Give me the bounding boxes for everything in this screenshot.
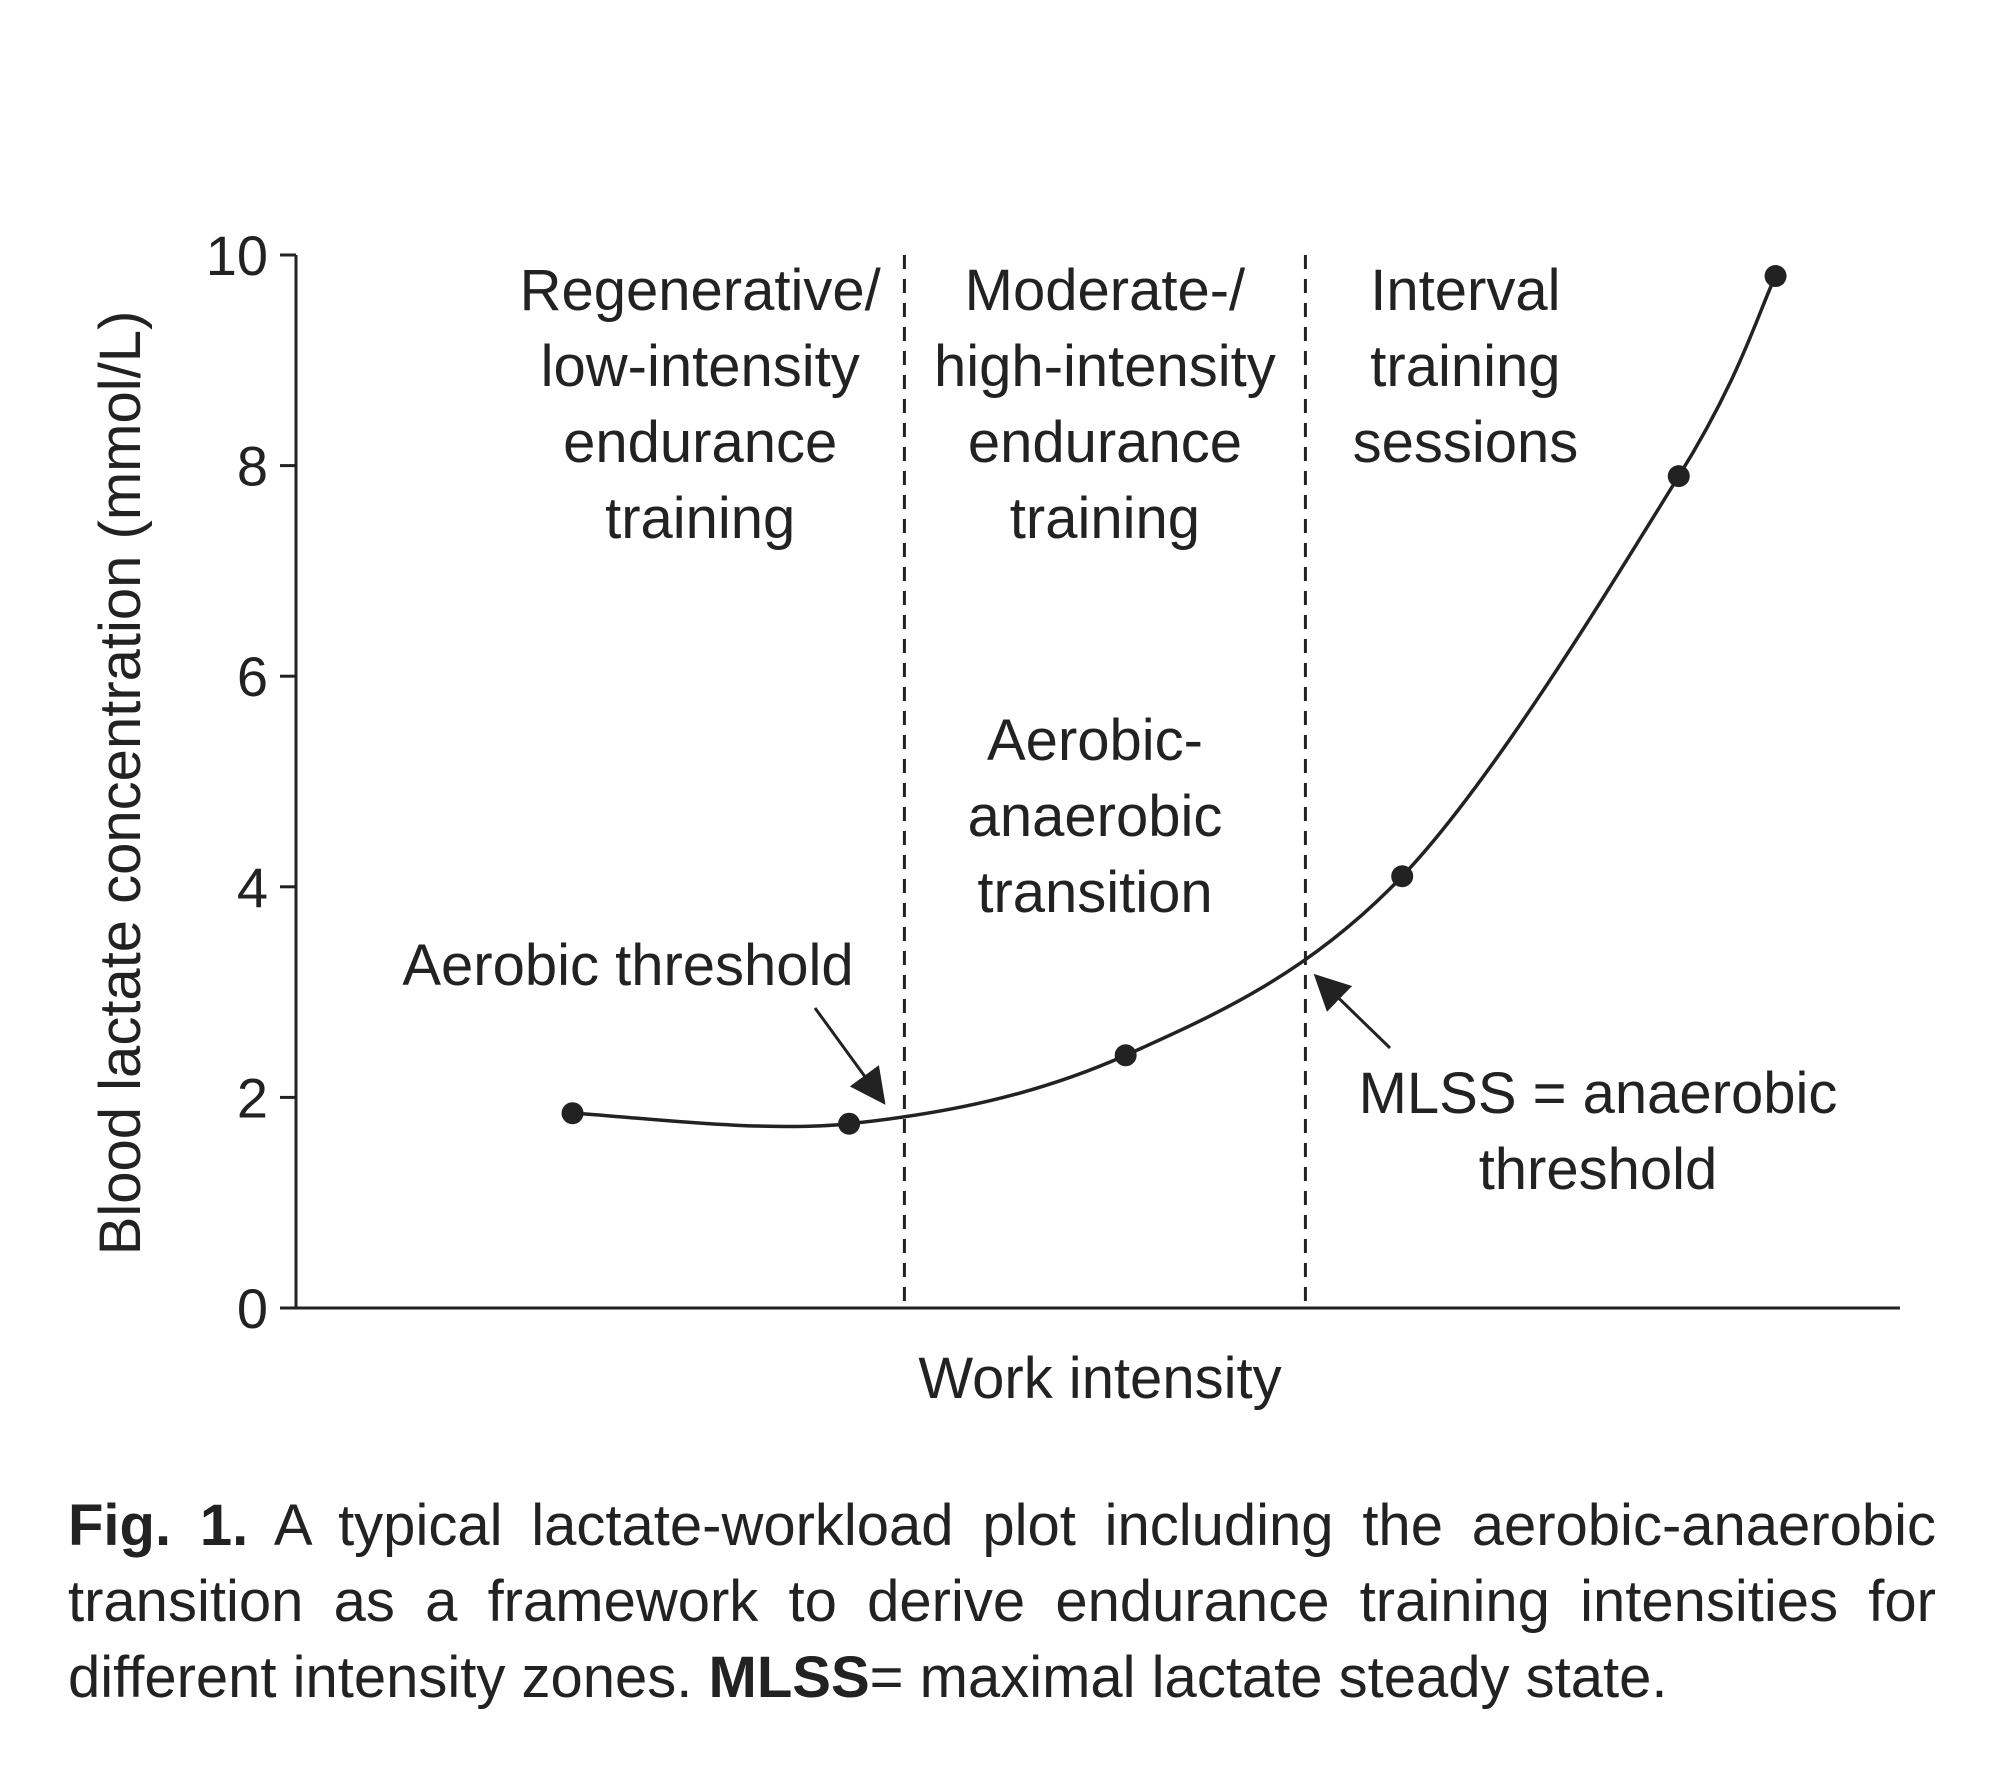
y-tick-label: 4 (237, 856, 268, 919)
zone-label-line: low-intensity (541, 334, 860, 399)
zone-label-line: endurance (968, 410, 1242, 475)
lactate-curve (572, 275, 1778, 1129)
y-tick-label: 8 (237, 435, 268, 498)
mlss-label-line: threshold (1479, 1137, 1718, 1202)
mlss-label-line: MLSS = anaerobic (1359, 1061, 1838, 1126)
axes (294, 255, 1900, 1310)
zone-label-line: sessions (1353, 410, 1579, 475)
threshold-lines (902, 255, 1307, 1308)
figure-label: Fig. 1. (68, 1493, 249, 1558)
zone-labels: Regenerative/low-intensity endurance train… (520, 258, 1579, 551)
data-point (1667, 465, 1690, 488)
data-points (561, 265, 1787, 1135)
transition-label-line: transition (977, 860, 1212, 925)
data-point (1764, 265, 1787, 288)
data-point (1114, 1044, 1137, 1067)
x-axis-label: Work intensity (918, 1346, 1281, 1411)
transition-label-line: anaerobic (968, 784, 1223, 849)
zone-label-line: training (605, 486, 795, 551)
annotations: Aerobic threshold Aerobic-anaerobic transi… (402, 708, 1837, 1202)
transition-label-line: Aerobic- (987, 708, 1203, 773)
aerobic-threshold-arrow (813, 1007, 886, 1105)
aerobic-threshold-label: Aerobic threshold (402, 933, 853, 998)
y-tick-label: 2 (237, 1066, 268, 1129)
caption-abbreviation: MLSS (708, 1645, 870, 1710)
data-point (1391, 865, 1414, 888)
data-point (838, 1112, 861, 1135)
y-axis-ticks: 0 2 4 6 8 10 (206, 224, 296, 1340)
zone-label-line: training (1010, 486, 1200, 551)
zone-label-line: Regenerative/ (520, 258, 882, 323)
lactate-workload-chart: 0 2 4 6 8 10 Regenerative/low-intensity endura… (88, 224, 1900, 1411)
mlss-arrow (1313, 973, 1392, 1050)
data-point (561, 1102, 584, 1125)
zone-label-line: training (1370, 334, 1560, 399)
figure-caption: Fig. 1. A typical lactate-workload plot … (68, 1488, 1936, 1716)
zone-label-line: high-intensity (934, 334, 1276, 399)
zone-label-line: Moderate-/ (965, 258, 1246, 323)
zone-label-line: Interval (1370, 258, 1560, 323)
curve-path (572, 275, 1778, 1129)
zone-label-line: endurance (563, 410, 837, 475)
y-tick-label: 6 (237, 645, 268, 708)
y-tick-label: 0 (237, 1277, 268, 1340)
caption-text: A typical lactate-workload plot includin… (68, 1493, 1936, 1710)
y-tick-label: 10 (206, 224, 268, 287)
caption-text-end: = maximal lactate steady state. (869, 1645, 1668, 1710)
y-axis-label: Blood lactate concentration (mmol/L) (88, 311, 153, 1256)
